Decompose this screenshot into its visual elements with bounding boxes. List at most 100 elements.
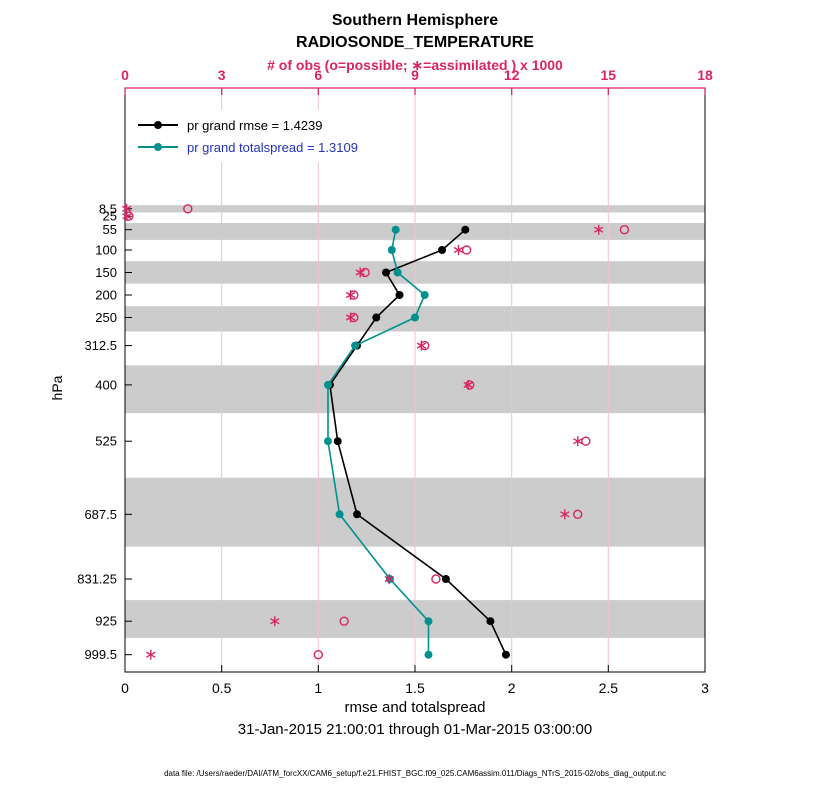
totalspread-point	[335, 510, 344, 519]
obs-possible-marker	[313, 650, 323, 660]
obs-axis-tick-label: 15	[601, 67, 617, 83]
obs-assimilated-marker	[453, 245, 464, 255]
asterisk-stroke	[146, 651, 156, 658]
x-axis-tick-label: 1.5	[405, 680, 425, 696]
totalspread-line	[327, 229, 430, 655]
rmse-line	[329, 229, 507, 656]
obs-axis-tick-label: 0	[121, 67, 129, 83]
legend-item-rmse: pr grand rmse = 1.4239	[138, 114, 358, 136]
rmse-point	[333, 437, 342, 446]
asterisk-stroke	[453, 246, 464, 254]
rmse-point	[441, 575, 450, 583]
y-axis-tick-label: 925	[95, 614, 117, 629]
asterisk-stroke	[560, 511, 570, 518]
y-axis-tick-label: 400	[95, 377, 117, 392]
x-axis-tick-label: 0.5	[212, 680, 232, 696]
rmse-point	[438, 246, 447, 254]
obs-assimilated-marker	[560, 509, 570, 520]
legend-totalspread-marker	[154, 143, 162, 151]
obs-axis-tick-label: 12	[504, 67, 520, 83]
legend-totalspread-line-sample	[138, 143, 178, 151]
legend-item-totalspread: pr grand totalspread = 1.3109	[138, 136, 358, 158]
totalspread-point	[424, 617, 433, 626]
obs-assimilated-marker	[593, 224, 604, 235]
obs-assimilated-marker	[355, 267, 365, 278]
legend: pr grand rmse = 1.4239 pr grand totalspr…	[131, 110, 368, 162]
asterisk-stroke	[416, 342, 427, 349]
y-axis-tick-label: 250	[95, 310, 117, 325]
x-axis-tick-label: 3	[701, 680, 709, 696]
y-axis-title: hPa	[49, 375, 65, 401]
rmse-point	[382, 268, 390, 277]
asterisk-stroke	[593, 226, 604, 233]
rmse-point	[353, 510, 361, 519]
asterisk-stroke	[345, 291, 356, 299]
totalspread-point	[324, 437, 332, 446]
data-file-path: data file: /Users/raeder/DAI/ATM_forcXX/…	[164, 769, 666, 778]
obs-axis-tick-label: 9	[411, 67, 419, 83]
rmse-point	[461, 225, 470, 234]
obs-assimilated-marker	[122, 211, 132, 222]
obs-possible-marker	[431, 574, 441, 584]
legend-rmse-label: pr grand rmse = 1.4239	[187, 117, 323, 133]
totalspread-point	[391, 225, 400, 234]
chart-title: Southern Hemisphere	[331, 12, 499, 29]
rmse-point	[486, 617, 495, 626]
y-axis-tick-label: 8.5	[99, 201, 117, 216]
obs-possible-marker	[619, 224, 630, 235]
y-axis-tick-label: 312.5	[84, 338, 117, 353]
chart-subtitle: RADIOSONDE_TEMPERATURE	[296, 34, 534, 51]
x-axis-title: rmse and totalspread	[344, 699, 486, 716]
obs-possible-marker	[124, 211, 134, 221]
totalspread-point	[351, 341, 360, 350]
obs-possible-marker	[465, 380, 475, 390]
obs-assimilated-marker	[416, 340, 427, 351]
asterisk-stroke	[384, 575, 394, 583]
legend-rmse-marker	[154, 121, 162, 129]
totalspread-point	[387, 246, 396, 254]
timespan-label: 31-Jan-2015 21:00:01 through 01-Mar-2015…	[237, 721, 593, 738]
totalspread-point	[324, 380, 332, 389]
asterisk-stroke	[121, 205, 132, 212]
obs-axis-tick-label: 18	[697, 67, 713, 83]
legend-rmse-line-sample	[138, 121, 178, 129]
x-axis-tick-label: 1	[314, 680, 322, 696]
asterisk-stroke	[573, 438, 583, 445]
asterisk-stroke	[122, 213, 132, 220]
y-axis-tick-label: 200	[95, 288, 117, 303]
asterisk-stroke	[345, 314, 356, 321]
totalspread-point	[411, 313, 419, 322]
x-axis-tick-label: 0	[121, 680, 129, 696]
totalspread-point	[424, 650, 433, 659]
obs-possible-marker	[183, 204, 193, 214]
rmse-point	[395, 291, 404, 299]
obs-axis-tick-label: 6	[314, 67, 322, 83]
obs-assimilated-marker	[146, 649, 156, 660]
obs-axis-tick-label: 3	[218, 67, 226, 83]
y-axis-tick-label: 25	[103, 209, 117, 224]
obs-assimilated-marker	[573, 436, 583, 447]
y-axis-tick-label: 100	[95, 243, 117, 258]
y-axis-tick-label: 831.25	[77, 572, 117, 587]
rmse-point	[372, 313, 381, 322]
top-axis-title: # of obs (o=possible; ∗=assimilated ) x …	[267, 57, 563, 73]
asterisk-stroke	[355, 269, 365, 276]
y-axis-tick-label: 999.5	[84, 647, 117, 662]
rmse-point	[501, 650, 510, 659]
obs-possible-marker	[581, 436, 591, 446]
legend-totalspread-label: pr grand totalspread = 1.3109	[187, 139, 358, 155]
obs-possible-marker	[461, 245, 472, 255]
y-axis-tick-label: 525	[95, 434, 117, 449]
obs-assimilated-marker	[345, 312, 356, 323]
asterisk-stroke	[463, 381, 473, 389]
x-axis-tick-label: 2	[508, 680, 516, 696]
totalspread-point	[393, 268, 402, 277]
y-axis-tick-label: 150	[95, 265, 117, 280]
x-axis-tick-label: 2.5	[599, 680, 619, 696]
obs-possible-marker	[573, 509, 583, 519]
obs-assimilated-marker	[463, 379, 473, 390]
asterisk-stroke	[270, 618, 280, 625]
y-axis-tick-label: 687.5	[84, 507, 117, 522]
